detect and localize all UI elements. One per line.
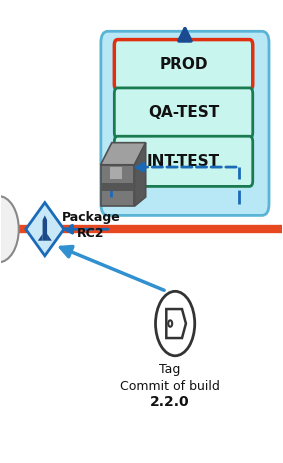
Text: Tag
Commit of build: Tag Commit of build: [120, 363, 219, 393]
Circle shape: [156, 291, 195, 356]
Text: PROD: PROD: [159, 57, 208, 72]
Polygon shape: [26, 203, 64, 256]
Text: INT-TEST: INT-TEST: [147, 154, 220, 169]
Polygon shape: [134, 143, 146, 206]
FancyBboxPatch shape: [114, 136, 253, 187]
Polygon shape: [100, 165, 134, 206]
Text: Package
RC2: Package RC2: [62, 211, 121, 240]
Polygon shape: [110, 167, 122, 179]
Polygon shape: [47, 234, 52, 241]
Text: QA-TEST: QA-TEST: [148, 106, 219, 120]
Polygon shape: [100, 183, 134, 191]
FancyBboxPatch shape: [114, 88, 253, 138]
Text: 2.2.0: 2.2.0: [150, 395, 189, 409]
Circle shape: [168, 320, 172, 327]
Polygon shape: [42, 215, 47, 241]
Polygon shape: [38, 234, 42, 241]
Circle shape: [0, 196, 19, 263]
Polygon shape: [100, 143, 146, 165]
FancyBboxPatch shape: [114, 40, 253, 90]
FancyBboxPatch shape: [101, 31, 269, 215]
